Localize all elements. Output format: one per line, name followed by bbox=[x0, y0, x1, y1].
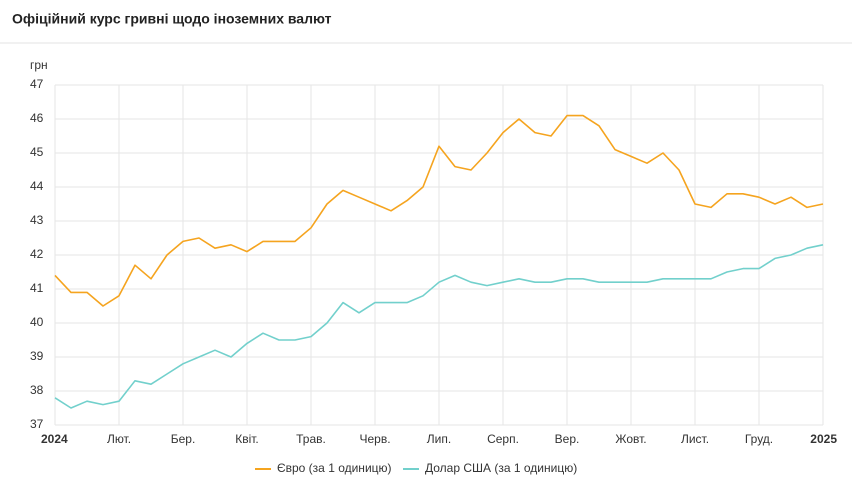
y-tick-label: 37 bbox=[30, 417, 44, 431]
x-tick-label: Квіт. bbox=[235, 432, 259, 446]
x-tick-label: Лют. bbox=[107, 432, 131, 446]
y-axis-label: грн bbox=[30, 58, 48, 72]
y-tick-label: 44 bbox=[30, 179, 44, 193]
y-tick-label: 46 bbox=[30, 111, 44, 125]
chart-title: Офіційний курс гривні щодо іноземних вал… bbox=[12, 11, 332, 27]
x-tick-label: Черв. bbox=[359, 432, 390, 446]
x-tick-label: 2025 bbox=[810, 432, 837, 446]
line-series bbox=[54, 114, 824, 307]
x-tick-label: Жовт. bbox=[615, 432, 646, 446]
x-tick-label: 2024 bbox=[41, 432, 68, 446]
x-tick-label: Груд. bbox=[745, 432, 773, 446]
x-tick-label: Трав. bbox=[296, 432, 326, 446]
y-tick-label: 39 bbox=[30, 349, 44, 363]
x-tick-label: Серп. bbox=[487, 432, 519, 446]
legend-label: Долар США (за 1 одиницю) bbox=[425, 461, 577, 475]
y-tick-label: 43 bbox=[30, 213, 44, 227]
x-tick-label: Бер. bbox=[171, 432, 196, 446]
x-tick-label: Лип. bbox=[427, 432, 451, 446]
x-tick-label: Лист. bbox=[681, 432, 709, 446]
x-tick-label: Вер. bbox=[555, 432, 580, 446]
y-tick-label: 45 bbox=[30, 145, 44, 159]
line-series bbox=[54, 244, 824, 409]
y-tick-label: 40 bbox=[30, 315, 44, 329]
y-tick-label: 38 bbox=[30, 383, 44, 397]
legend-label: Євро (за 1 одиницю) bbox=[277, 461, 392, 475]
y-tick-label: 42 bbox=[30, 247, 44, 261]
y-tick-label: 47 bbox=[30, 77, 44, 91]
y-tick-label: 41 bbox=[30, 281, 44, 295]
